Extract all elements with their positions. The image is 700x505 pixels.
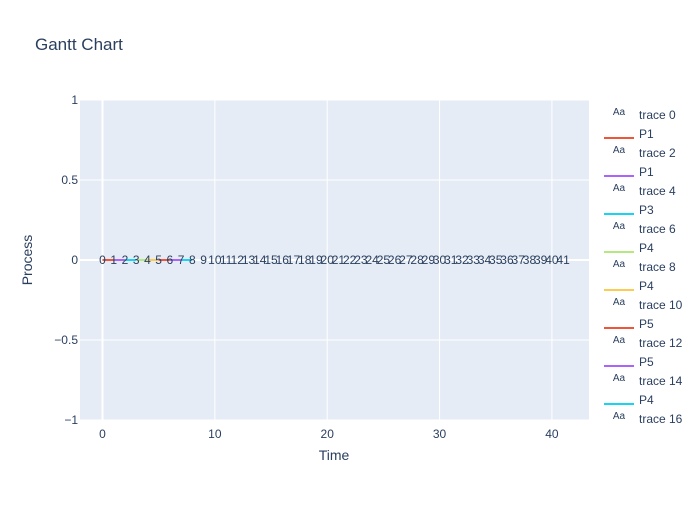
time-label: 28 bbox=[410, 253, 424, 267]
time-label: 11 bbox=[220, 253, 233, 267]
legend-label: P5 bbox=[639, 355, 654, 369]
time-label: 7 bbox=[178, 253, 185, 267]
y-axis: 1 0.5 0 −0.5 −1 bbox=[54, 93, 78, 427]
time-label: 19 bbox=[309, 253, 323, 267]
x-axis: 0 10 20 30 40 bbox=[99, 427, 559, 441]
time-label: 4 bbox=[144, 253, 151, 267]
legend-symbol-text: Aa bbox=[613, 335, 626, 346]
time-label: 1 bbox=[110, 253, 117, 267]
time-label: 23 bbox=[354, 253, 368, 267]
time-label: 3 bbox=[133, 253, 140, 267]
legend-label: P4 bbox=[639, 279, 654, 293]
legend-symbol-text: Aa bbox=[613, 107, 626, 118]
time-label: 21 bbox=[332, 253, 346, 267]
time-label: 27 bbox=[399, 253, 413, 267]
y-tick-label: −0.5 bbox=[54, 333, 78, 347]
legend-label: trace 8 bbox=[639, 260, 676, 274]
legend-label: P1 bbox=[639, 165, 654, 179]
legend-symbol-text: Aa bbox=[613, 221, 626, 232]
legend-label: P3 bbox=[639, 203, 654, 217]
legend-label: trace 14 bbox=[639, 374, 683, 388]
x-tick-label: 30 bbox=[433, 427, 447, 441]
legend-label: P5 bbox=[639, 317, 654, 331]
time-label: 25 bbox=[377, 253, 391, 267]
plot-area: 0 1 2 3 4 5 6 7 8 9 101112131415161718192021222324… bbox=[80, 99, 589, 421]
legend-label: trace 16 bbox=[639, 412, 683, 426]
time-label: 9 bbox=[200, 253, 207, 267]
time-label: 41 bbox=[556, 253, 570, 267]
x-tick-label: 0 bbox=[99, 427, 106, 441]
legend: Aa trace 0 P1 Aa trace 2 P1 Aa trace 4 P3 Aa trace… bbox=[604, 107, 683, 426]
time-label: 18 bbox=[298, 253, 312, 267]
time-label: 13 bbox=[242, 253, 256, 267]
time-label: 34 bbox=[478, 253, 492, 267]
time-label: 40 bbox=[545, 253, 559, 267]
time-label: 30 bbox=[433, 253, 447, 267]
time-label: 37 bbox=[512, 253, 526, 267]
legend-label: trace 12 bbox=[639, 336, 683, 350]
time-label: 17 bbox=[287, 253, 301, 267]
time-label: 24 bbox=[365, 253, 379, 267]
time-label: 33 bbox=[467, 253, 481, 267]
time-label: 39 bbox=[534, 253, 548, 267]
time-label: 26 bbox=[388, 253, 402, 267]
time-label: 10 bbox=[208, 253, 222, 267]
legend-symbol-text: Aa bbox=[613, 297, 626, 308]
x-tick-label: 20 bbox=[321, 427, 335, 441]
y-tick-label: −1 bbox=[64, 413, 78, 427]
legend-label: trace 10 bbox=[639, 298, 683, 312]
time-label: 38 bbox=[523, 253, 537, 267]
y-tick-label: 0 bbox=[71, 253, 78, 267]
time-label: 35 bbox=[489, 253, 503, 267]
time-label: 32 bbox=[455, 253, 469, 267]
legend-symbol-text: Aa bbox=[613, 411, 626, 422]
time-label: 6 bbox=[167, 253, 174, 267]
time-label: 20 bbox=[321, 253, 335, 267]
time-label: 16 bbox=[276, 253, 290, 267]
legend-symbol-text: Aa bbox=[613, 259, 626, 270]
time-label: 22 bbox=[343, 253, 357, 267]
x-tick-label: 10 bbox=[208, 427, 222, 441]
y-axis-title: Process bbox=[19, 235, 35, 286]
time-label: 31 bbox=[444, 253, 458, 267]
time-label: 8 bbox=[189, 253, 196, 267]
chart-title: Gantt Chart bbox=[35, 35, 123, 54]
x-tick-label: 40 bbox=[545, 427, 559, 441]
legend-items: Aa trace 0 P1 Aa trace 2 P1 Aa trace 4 P3 Aa trace… bbox=[604, 107, 683, 426]
legend-symbol-text: Aa bbox=[613, 145, 626, 156]
legend-label: P4 bbox=[639, 393, 654, 407]
y-tick-label: 0.5 bbox=[61, 173, 78, 187]
legend-label: P1 bbox=[639, 127, 654, 141]
time-label: 14 bbox=[253, 253, 267, 267]
time-label: 2 bbox=[122, 253, 129, 267]
time-label: 5 bbox=[155, 253, 162, 267]
legend-label: trace 4 bbox=[639, 184, 676, 198]
time-label: 29 bbox=[422, 253, 436, 267]
y-tick-label: 1 bbox=[71, 93, 78, 107]
legend-label: trace 0 bbox=[639, 108, 676, 122]
time-label: 0 bbox=[99, 253, 106, 267]
legend-label: trace 6 bbox=[639, 222, 676, 236]
legend-label: P4 bbox=[639, 241, 654, 255]
legend-symbol-text: Aa bbox=[613, 373, 626, 384]
time-label: 15 bbox=[264, 253, 278, 267]
time-label: 36 bbox=[500, 253, 514, 267]
legend-symbol-text: Aa bbox=[613, 183, 626, 194]
time-label: 12 bbox=[231, 253, 245, 267]
legend-label: trace 2 bbox=[639, 146, 676, 160]
x-axis-title: Time bbox=[319, 447, 350, 463]
